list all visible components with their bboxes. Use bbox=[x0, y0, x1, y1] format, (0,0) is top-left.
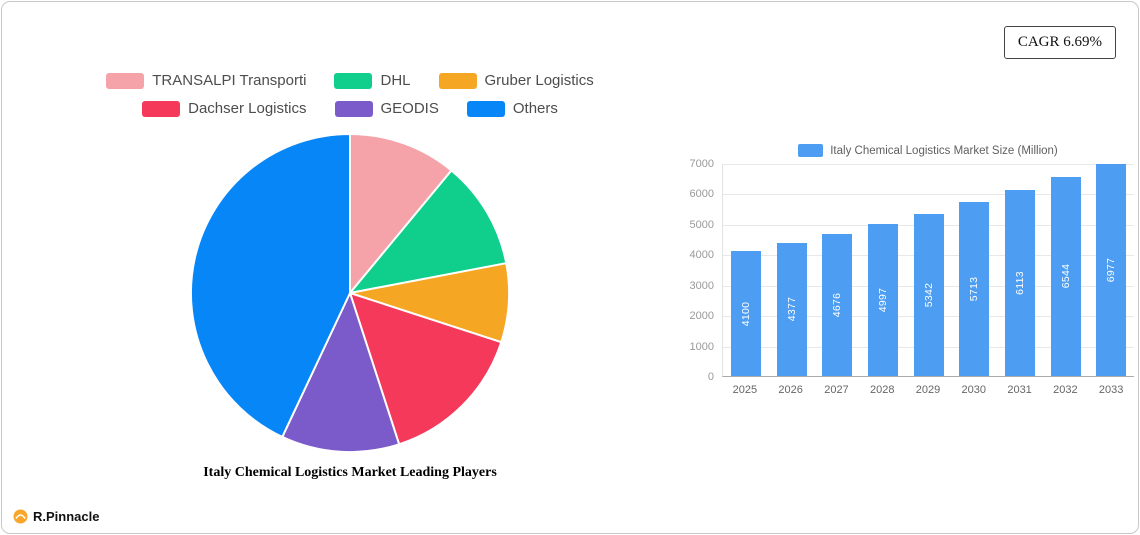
y-axis-tick-label: 3000 bbox=[689, 279, 714, 292]
bar-2032[interactable]: 6544 bbox=[1050, 176, 1081, 376]
bar-value-label: 6544 bbox=[1059, 264, 1072, 289]
legend-swatch bbox=[466, 100, 505, 117]
bar-value-label: 4100 bbox=[739, 301, 752, 326]
legend-label: Gruber Logistics bbox=[484, 72, 594, 89]
pie-legend-row: Dachser Logistics GEODIS Others bbox=[106, 100, 593, 117]
legend-item-transalpi-transporti[interactable]: TRANSALPI Transporti bbox=[106, 72, 306, 89]
pie-slice-others[interactable] bbox=[189, 132, 351, 438]
y-axis-tick-label: 5000 bbox=[689, 218, 714, 231]
cagr-label: CAGR 6.69% bbox=[1017, 34, 1102, 50]
bar-cell: 5713 bbox=[951, 164, 997, 376]
legend-label: TRANSALPI Transporti bbox=[152, 72, 307, 89]
x-axis-label: 2032 bbox=[1053, 384, 1078, 396]
y-axis-tick-label: 2000 bbox=[689, 310, 714, 323]
x-axis-label: 2029 bbox=[915, 384, 941, 396]
bar-axis-corner bbox=[678, 377, 722, 396]
legend-swatch bbox=[438, 72, 477, 89]
legend-swatch bbox=[142, 100, 181, 117]
x-axis-label: 2031 bbox=[1007, 384, 1032, 396]
legend-label: Dachser Logistics bbox=[188, 100, 307, 117]
gridline bbox=[723, 164, 1134, 165]
bar-x-labels: 2025 2026 2027 2028 2029 2030 2031 2032 2033 bbox=[722, 384, 1134, 396]
bar-value-label: 5342 bbox=[922, 282, 935, 308]
bar-2029[interactable]: 5342 bbox=[913, 213, 944, 376]
bar-chart: 0 1000 2000 3000 4000 5000 6000 7000 4100 4377 46… bbox=[678, 158, 1134, 396]
pie-chart bbox=[189, 132, 511, 454]
bar-2026[interactable]: 4377 bbox=[776, 242, 807, 376]
legend-item-geodis[interactable]: GEODIS bbox=[334, 100, 439, 117]
bar-cell: 4100 bbox=[723, 164, 769, 376]
pie-title: Italy Chemical Logistics Market Leading … bbox=[203, 465, 497, 480]
bar-cell: 5342 bbox=[906, 164, 952, 376]
pie-panel: TRANSALPI Transporti DHL Gruber Logistics D… bbox=[50, 72, 650, 481]
bar-value-label: 6113 bbox=[1013, 271, 1026, 295]
x-axis-label: 2030 bbox=[961, 384, 987, 396]
x-axis-label: 2033 bbox=[1098, 384, 1124, 396]
bar-2027[interactable]: 4676 bbox=[822, 233, 853, 376]
gridline bbox=[723, 194, 1134, 196]
bar-plot: 4100 4377 4676 4997 5342 5713 6113 6544 6977 bbox=[722, 163, 1134, 377]
bar-value-label: 6977 bbox=[1105, 257, 1118, 283]
pie-slice-dhl[interactable] bbox=[349, 169, 508, 294]
bar-value-label: 5713 bbox=[968, 276, 981, 302]
bar-cell: 4997 bbox=[860, 164, 906, 376]
x-axis-label: 2027 bbox=[824, 384, 849, 396]
x-axis-label: 2025 bbox=[732, 384, 758, 396]
y-axis-tick-label: 6000 bbox=[689, 188, 714, 201]
legend-swatch bbox=[106, 72, 145, 89]
y-axis-tick-label: 1000 bbox=[689, 340, 714, 353]
bar-2033[interactable]: 6977 bbox=[1096, 163, 1127, 376]
rpinnacle-logo: R.Pinnacle bbox=[13, 509, 99, 524]
bar-2030[interactable]: 5713 bbox=[959, 202, 990, 376]
legend-label: Others bbox=[512, 100, 558, 117]
legend-item-dachser-logistics[interactable]: Dachser Logistics bbox=[142, 100, 307, 117]
rpinnacle-logo-icon bbox=[13, 509, 28, 524]
bar-y-axis: 0 1000 2000 3000 4000 5000 6000 7000 bbox=[678, 158, 722, 383]
pie-legend: TRANSALPI Transporti DHL Gruber Logistics D… bbox=[106, 72, 594, 117]
x-axis-label: 2026 bbox=[778, 384, 803, 396]
bar-2028[interactable]: 4997 bbox=[867, 223, 898, 376]
bar-2025[interactable]: 4100 bbox=[730, 251, 761, 376]
bar-legend[interactable]: Italy Chemical Logistics Market Size (Mi… bbox=[722, 144, 1134, 157]
bar-value-label: 4676 bbox=[831, 292, 844, 318]
bar-legend-label: Italy Chemical Logistics Market Size (Mi… bbox=[830, 144, 1058, 157]
x-axis-label: 2028 bbox=[869, 384, 895, 396]
legend-item-others[interactable]: Others bbox=[466, 100, 558, 117]
legend-item-gruber-logistics[interactable]: Gruber Logistics bbox=[438, 72, 594, 89]
y-axis-tick-label: 4000 bbox=[689, 249, 714, 262]
legend-label: DHL bbox=[380, 72, 411, 89]
y-axis-tick-label: 7000 bbox=[689, 158, 714, 170]
bar-cell: 6113 bbox=[997, 164, 1043, 376]
bar-value-label: 4377 bbox=[785, 297, 798, 322]
bar-cell: 6544 bbox=[1043, 164, 1089, 376]
bar-cell: 4377 bbox=[769, 164, 815, 376]
bar-legend-swatch bbox=[798, 144, 824, 157]
bar-value-label: 4997 bbox=[876, 287, 889, 313]
bar-2031[interactable]: 6113 bbox=[1004, 190, 1035, 376]
y-axis-tick-label: 0 bbox=[707, 371, 714, 383]
bar-cell: 4676 bbox=[814, 164, 860, 376]
legend-item-dhl[interactable]: DHL bbox=[334, 72, 411, 89]
legend-swatch bbox=[334, 100, 373, 117]
pie-slice-geodis[interactable] bbox=[281, 292, 401, 454]
bars-row: 4100 4377 4676 4997 5342 5713 6113 6544 6977 bbox=[723, 163, 1134, 376]
bar-panel: Italy Chemical Logistics Market Size (Mi… bbox=[678, 144, 1134, 396]
legend-label: GEODIS bbox=[380, 100, 439, 117]
bar-cell: 6977 bbox=[1088, 163, 1134, 376]
pie-legend-row: TRANSALPI Transporti DHL Gruber Logistics bbox=[106, 72, 594, 89]
legend-swatch bbox=[334, 72, 373, 89]
pie-slice-transalpi-transporti[interactable] bbox=[349, 132, 453, 294]
rpinnacle-logo-text: R.Pinnacle bbox=[33, 509, 100, 524]
cagr-badge: CAGR 6.69% bbox=[1003, 26, 1116, 59]
